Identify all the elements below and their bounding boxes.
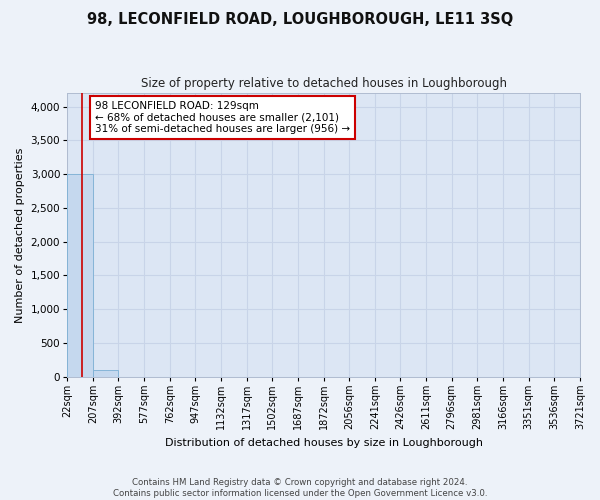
Y-axis label: Number of detached properties: Number of detached properties	[15, 147, 25, 322]
Bar	[93, 370, 118, 376]
Title: Size of property relative to detached houses in Loughborough: Size of property relative to detached ho…	[140, 78, 506, 90]
X-axis label: Distribution of detached houses by size in Loughborough: Distribution of detached houses by size …	[164, 438, 482, 448]
Text: Contains HM Land Registry data © Crown copyright and database right 2024.
Contai: Contains HM Land Registry data © Crown c…	[113, 478, 487, 498]
Text: 98, LECONFIELD ROAD, LOUGHBOROUGH, LE11 3SQ: 98, LECONFIELD ROAD, LOUGHBOROUGH, LE11 …	[87, 12, 513, 28]
Bar	[67, 174, 93, 376]
Text: 98 LECONFIELD ROAD: 129sqm
← 68% of detached houses are smaller (2,101)
31% of s: 98 LECONFIELD ROAD: 129sqm ← 68% of deta…	[95, 101, 350, 134]
